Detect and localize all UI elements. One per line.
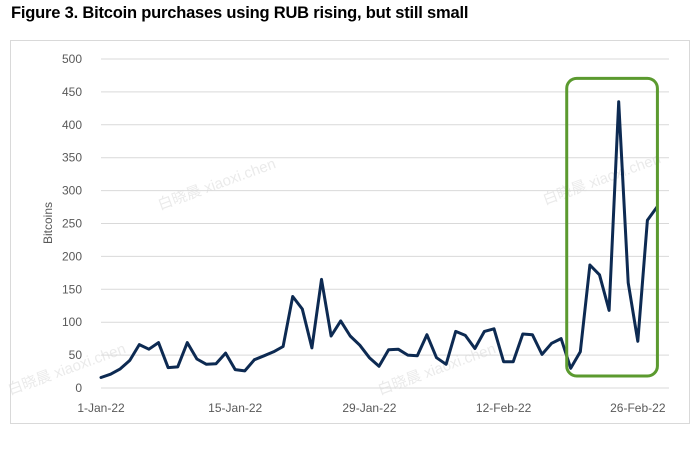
- x-tick-label: 1-Jan-22: [77, 401, 125, 415]
- watermarks: 白晓晨 xiaoxi.chen 白晓晨 xiaoxi.chen 白晓晨 xiao…: [6, 150, 664, 398]
- x-tick-label: 15-Jan-22: [208, 401, 262, 415]
- x-tick-label: 12-Feb-22: [476, 401, 532, 415]
- data-point: [176, 365, 179, 369]
- data-point: [521, 332, 524, 336]
- y-tick-label: 250: [62, 217, 82, 231]
- data-point: [396, 347, 400, 351]
- data-point: [157, 341, 160, 344]
- data-point: [243, 369, 246, 373]
- chart-area: [10, 40, 690, 424]
- y-axis-label: Bitcoins: [41, 202, 55, 244]
- data-point: [473, 347, 477, 350]
- data-point: [291, 295, 294, 298]
- data-point: [540, 353, 544, 356]
- x-tick-label: 26-Feb-22: [610, 401, 666, 415]
- x-tick-label: 29-Jan-22: [342, 401, 396, 415]
- y-tick-label: 450: [62, 85, 82, 99]
- figure-title: Figure 3. Bitcoin purchases using RUB ri…: [11, 4, 469, 22]
- data-point: [195, 357, 199, 361]
- y-tick-label: 500: [62, 52, 82, 66]
- series-line: [99, 100, 659, 379]
- data-point: [579, 350, 582, 354]
- y-tick-label: 100: [62, 315, 82, 329]
- data-point: [358, 344, 362, 347]
- data-point: [329, 334, 333, 338]
- series-group: [99, 100, 659, 379]
- data-point: [272, 350, 275, 354]
- data-point: [368, 356, 371, 359]
- data-point: [425, 333, 429, 336]
- data-point: [377, 365, 381, 368]
- x-axis-ticks: 1-Jan-22 15-Jan-22 29-Jan-22 12-Feb-22 26-Fe…: [77, 401, 666, 415]
- y-tick-label: 0: [75, 381, 82, 395]
- data-point: [224, 351, 227, 355]
- data-point: [636, 340, 640, 343]
- y-axis-ticks: 0 50 100 150 200 250 300 350 400 450 500: [62, 52, 82, 395]
- data-point: [99, 376, 103, 379]
- data-point: [444, 363, 448, 366]
- watermark-text: 白晓晨 xiaoxi.chen: [156, 155, 279, 213]
- data-point: [531, 333, 534, 336]
- watermark-text: 白晓晨 xiaoxi.chen: [6, 340, 129, 398]
- data-point: [492, 327, 496, 330]
- data-point: [646, 219, 649, 222]
- data-point: [627, 281, 630, 284]
- gridlines: [101, 58, 669, 389]
- data-point: [435, 356, 438, 359]
- data-point: [464, 334, 467, 337]
- data-point: [262, 354, 266, 357]
- data-point: [118, 367, 122, 371]
- data-point: [512, 360, 515, 363]
- data-point: [166, 366, 170, 369]
- y-tick-label: 400: [62, 118, 82, 132]
- data-point: [569, 367, 572, 370]
- data-point: [406, 353, 409, 357]
- data-point: [301, 307, 304, 311]
- data-point: [588, 263, 592, 267]
- data-point: [186, 341, 189, 344]
- data-point: [310, 346, 314, 350]
- y-tick-label: 200: [62, 249, 82, 263]
- data-point: [128, 359, 131, 362]
- data-point: [339, 319, 342, 323]
- data-point: [320, 278, 323, 281]
- data-point: [559, 337, 563, 340]
- data-point: [214, 362, 218, 365]
- data-point: [234, 368, 237, 371]
- highlight-box: [565, 76, 659, 378]
- data-point: [109, 372, 112, 376]
- data-point: [387, 348, 390, 352]
- data-point: [550, 342, 553, 345]
- data-point: [138, 343, 141, 346]
- data-point: [147, 347, 151, 351]
- data-point: [205, 363, 208, 366]
- data-point: [483, 330, 486, 333]
- watermark-text: 白晓晨 xiaoxi.chen: [541, 150, 664, 208]
- data-point: [607, 309, 611, 312]
- data-point: [598, 273, 601, 277]
- data-point: [454, 330, 457, 333]
- data-point: [253, 358, 256, 361]
- y-tick-label: 350: [62, 151, 82, 165]
- data-point: [349, 334, 352, 338]
- y-tick-label: 50: [69, 348, 83, 362]
- y-tick-label: 150: [62, 282, 82, 296]
- data-point: [416, 354, 419, 357]
- data-point: [502, 360, 505, 363]
- data-point: [617, 100, 620, 103]
- data-point: [281, 345, 285, 348]
- y-tick-label: 300: [62, 184, 82, 198]
